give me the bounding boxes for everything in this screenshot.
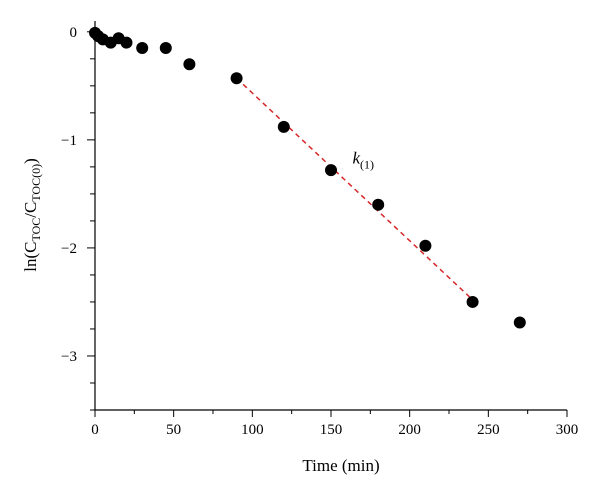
x-tick-label: 100 xyxy=(241,422,264,438)
fit-annotation: k(1) xyxy=(352,149,374,172)
y-axis-title: ln(CTOC/CTOC(0)) xyxy=(21,158,43,272)
data-point xyxy=(325,164,337,177)
x-tick-label: 150 xyxy=(320,422,343,438)
data-point xyxy=(466,295,479,308)
x-tick-label: 50 xyxy=(166,422,181,438)
y-tick-label: −1 xyxy=(61,133,77,149)
x-axis-title: Time (min) xyxy=(302,456,379,475)
data-point xyxy=(159,42,172,55)
x-axis: 0 50 100 150 200 250 300 xyxy=(91,409,579,438)
data-point xyxy=(120,36,133,49)
data-point xyxy=(136,42,149,55)
fit-line xyxy=(236,77,474,301)
x-tick-label: 250 xyxy=(477,422,500,438)
data-point xyxy=(372,198,385,211)
data-point xyxy=(230,72,243,85)
y-tick-label: 0 xyxy=(70,25,78,41)
x-tick-label: 200 xyxy=(398,422,421,438)
y-axis: 0 −1 −2 −3 xyxy=(61,21,96,411)
data-point xyxy=(419,239,432,252)
data-point xyxy=(183,58,196,71)
x-tick-label: 0 xyxy=(91,422,99,438)
data-point xyxy=(513,316,526,329)
data-point xyxy=(277,120,290,133)
data-points xyxy=(89,26,526,329)
x-tick-label: 300 xyxy=(556,422,579,438)
y-tick-label: −2 xyxy=(61,241,77,257)
fit-line-group xyxy=(236,77,474,301)
y-tick-label: −3 xyxy=(61,349,77,365)
